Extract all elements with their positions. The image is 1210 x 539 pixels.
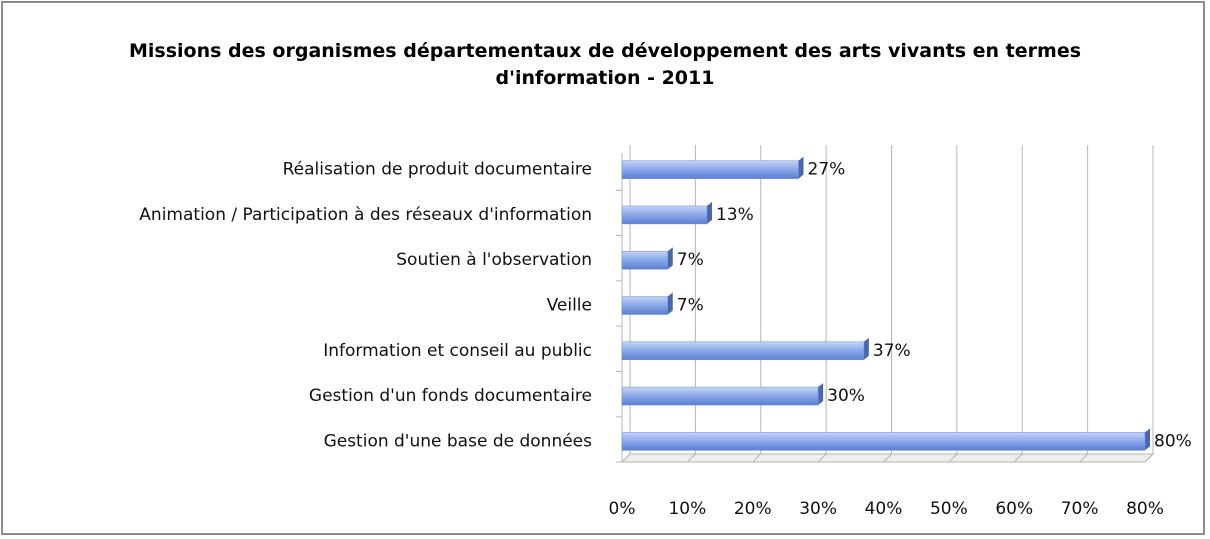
x-tick-label: 20% [734,499,772,519]
y-tick-label: Gestion d'une base de données [324,431,593,451]
bar [621,205,708,225]
y-tick-label: Réalisation de produit documentaire [283,160,592,180]
data-label: 30% [827,386,865,406]
data-label: 13% [716,205,754,225]
bar [621,341,865,361]
x-tick-label: 10% [668,499,706,519]
chart-title: Missions des organismes départementaux d… [128,40,1082,89]
tick-mark [948,453,958,463]
y-tick-label: Animation / Participation à des réseaux … [139,205,592,225]
tick-mark [817,453,827,463]
bar-depth [706,201,712,224]
bar-depth [667,292,673,315]
tick-mark [1013,453,1023,463]
x-tick-label: 50% [930,499,968,519]
bar [621,250,669,270]
x-tick-label: 70% [1061,499,1099,519]
y-tick-label: Information et conseil au public [323,341,592,361]
bar-depth [818,383,824,406]
data-label: 27% [808,160,846,180]
y-tick-label: Soutien à l'observation [396,250,592,270]
data-label: 7% [677,250,704,270]
tick-mark [752,453,762,463]
data-label: 7% [677,296,704,316]
bar-depth [798,156,804,179]
x-tick-label: 30% [799,499,837,519]
tick-mark [883,453,892,463]
tick-mark [687,453,696,463]
tick-mark [621,453,631,463]
bar-depth [667,247,673,270]
x-tick-label: 40% [865,499,903,519]
data-label: 37% [873,341,911,361]
data-label: 80% [1154,431,1192,451]
x-tick-label: 80% [1126,499,1164,519]
x-tick-label: 0% [609,499,636,519]
bar [621,160,799,179]
tick-mark [1079,453,1088,463]
bar [621,386,819,406]
bar-depth [863,337,869,360]
x-tick-label: 60% [995,499,1033,519]
y-tick-label: Veille [547,296,592,316]
bar [621,432,1146,451]
y-tick-label: Gestion d'un fonds documentaire [309,386,592,406]
bar [621,296,669,315]
bar-depth [1145,428,1150,451]
tick-mark [1144,453,1154,463]
